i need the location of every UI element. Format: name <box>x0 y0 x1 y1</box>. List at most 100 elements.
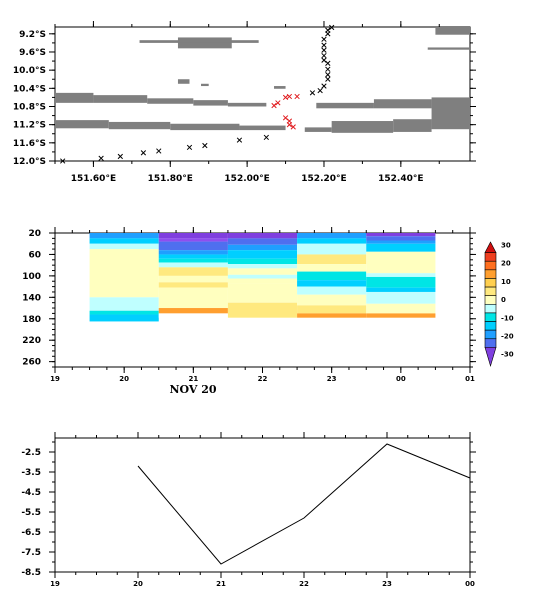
y-tick-label: 9.2°S <box>19 30 46 40</box>
black-track-marker <box>325 72 331 78</box>
colorbar-swatch <box>484 312 497 322</box>
heatmap-cell <box>158 258 228 263</box>
colorbar-swatch <box>484 295 497 305</box>
heatmap-cell <box>158 308 228 314</box>
black-track-marker <box>325 76 331 82</box>
heatmap-cell <box>297 286 367 295</box>
x-tick-label: 152.00°E <box>224 174 269 184</box>
black-track-marker <box>60 158 66 164</box>
y-tick-label: 180 <box>22 315 41 325</box>
y-tick-label: 9.6°S <box>19 48 46 58</box>
marker-stroke <box>202 142 208 149</box>
land-band <box>331 121 394 133</box>
y-tick-label: -2.5 <box>21 448 41 458</box>
x-tick-label: 152.20°E <box>301 174 346 184</box>
heatmap-cell <box>366 287 436 292</box>
marker-stroke <box>321 36 327 42</box>
colorbar-swatch <box>484 286 497 296</box>
marker-stroke <box>325 60 331 66</box>
x-tick-label: 22 <box>299 580 309 588</box>
x-tick-label: 20 <box>133 580 143 588</box>
black-track-marker <box>321 42 327 48</box>
heatmap-cells <box>89 233 436 322</box>
heatmap-cell <box>89 238 159 244</box>
heatmap-cell <box>227 302 298 318</box>
land-band <box>147 98 194 104</box>
y-tick-label: 12.0°S <box>13 157 46 167</box>
heatmap-cell <box>227 264 298 269</box>
marker-stroke <box>282 94 289 101</box>
black-track-marker <box>186 144 193 151</box>
y-tick-label: 11.2°S <box>13 121 46 131</box>
marker-stroke <box>321 52 327 59</box>
x-tick-label: 151.60°E <box>71 174 116 184</box>
black-track-marker <box>329 24 335 31</box>
black-track-marker <box>140 150 147 156</box>
colorbar-swatch <box>484 338 497 348</box>
y-tick-label: -6.5 <box>21 528 41 538</box>
colorbar-swatch <box>484 321 497 331</box>
heatmap-cell <box>366 303 436 314</box>
time-series-frame <box>54 437 471 573</box>
marker-stroke <box>275 100 281 106</box>
heatmap-cell <box>89 249 159 298</box>
black-track-marker <box>325 66 331 72</box>
heatmap-cell <box>158 241 228 251</box>
black-track-marker <box>321 83 327 89</box>
marker-stroke <box>309 90 316 96</box>
marker-stroke <box>294 93 300 100</box>
x-tick-label: 19 <box>50 580 60 588</box>
heatmap-cell <box>366 313 436 318</box>
colorbar-top-arrow <box>484 241 497 253</box>
colorbar-swatch <box>484 329 497 340</box>
colorbar: 30 20 10 0 -10 -20 -30 <box>484 241 514 368</box>
land-bands <box>55 27 470 133</box>
heatmap-cell <box>158 282 228 288</box>
land-band <box>55 92 94 103</box>
marker-stroke <box>325 66 331 72</box>
x-tick-label: 23 <box>382 580 392 588</box>
heatmap-cell <box>297 280 367 287</box>
land-band <box>108 121 171 130</box>
heatmap-cell <box>297 233 367 239</box>
colorbar-swatch <box>484 304 497 314</box>
line-y-ticks: -2.5 -3.5 -4.5 -5.5 -6.5 -7.5 -8.5 <box>21 441 476 578</box>
y-tick-label: 10.0°S <box>13 66 46 76</box>
heatmap-cell <box>158 254 228 259</box>
heatmap-cell <box>297 305 367 314</box>
marker-stroke <box>98 155 104 161</box>
y-tick-label: 140 <box>22 293 41 303</box>
track-map-panel: 151.60°E 151.80°E 152.00°E 152.20°E 152.40°E… <box>13 21 476 184</box>
land-band <box>193 100 228 106</box>
marker-stroke <box>236 137 243 143</box>
y-tick-label: 60 <box>28 250 41 260</box>
y-tick-label: -7.5 <box>21 548 41 558</box>
marker-stroke <box>286 93 293 100</box>
heatmap-cell <box>158 262 228 268</box>
black-track-markers <box>60 24 335 164</box>
land-band <box>170 123 240 131</box>
red-track-marker <box>290 124 296 130</box>
land-band <box>393 119 432 132</box>
heatmap-x-ticks: 19 20 21 22 23 00 01 <box>50 227 475 383</box>
heatmap-cell <box>366 233 436 237</box>
black-track-marker <box>263 134 269 141</box>
colorbar-swatch <box>484 252 497 262</box>
marker-stroke <box>325 76 331 82</box>
heatmap-cell <box>366 236 436 241</box>
land-band <box>431 97 470 130</box>
x-tick-label: 21 <box>188 375 198 383</box>
x-tick-label: 23 <box>327 375 337 383</box>
colorbar-swatch <box>484 260 497 271</box>
map-x-ticks: 151.60°E 151.80°E 152.00°E 152.20°E 152.40°E <box>54 21 440 184</box>
marker-stroke <box>282 115 289 121</box>
x-tick-label: 20 <box>119 375 129 383</box>
marker-stroke <box>321 47 327 53</box>
date-label: NOV 20 <box>169 383 216 396</box>
colorbar-label: -30 <box>501 351 514 359</box>
y-tick-label: 220 <box>22 336 41 346</box>
red-track-marker <box>282 94 289 101</box>
heatmap-cell <box>89 233 159 239</box>
black-track-marker <box>98 155 104 161</box>
y-tick-label: -8.5 <box>21 568 41 578</box>
